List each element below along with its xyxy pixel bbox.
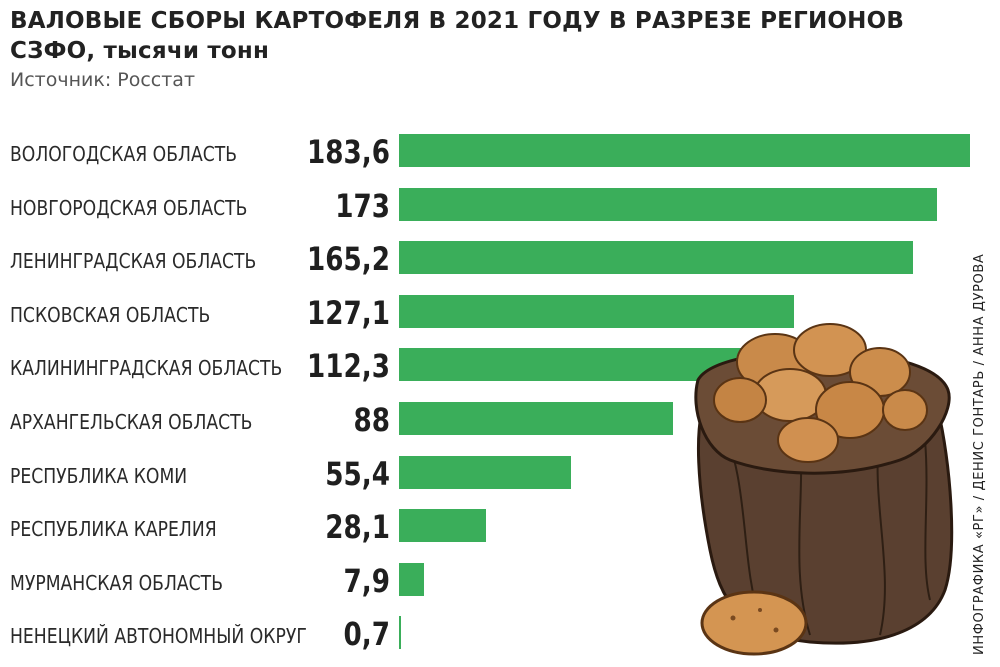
value-label: 28,1 xyxy=(325,508,390,547)
category-label: МУРМАНСКАЯ ОБЛАСТЬ xyxy=(10,570,223,595)
category-label: НЕНЕЦКИЙ АВТОНОМНЫЙ ОКРУГ xyxy=(10,624,307,649)
bar xyxy=(399,241,913,275)
chart-title-line-1: ВАЛОВЫЕ СБОРЫ КАРТОФЕЛЯ В 2021 ГОДУ В РА… xyxy=(10,8,905,34)
category-label: ВОЛОГОДСКАЯ ОБЛАСТЬ xyxy=(10,142,238,166)
category-label: АРХАНГЕЛЬСКАЯ ОБЛАСТЬ xyxy=(10,410,253,434)
bar-row: НЕНЕЦКИЙ АВТОНОМНЫЙ ОКРУГ 0,7 xyxy=(0,616,980,652)
chart-source: Источник: Росстат xyxy=(10,69,196,91)
bar-row: ЛЕНИНГРАДСКАЯ ОБЛАСТЬ 165,2 xyxy=(0,241,980,277)
bar xyxy=(399,134,970,167)
value-label: 183,6 xyxy=(307,133,390,171)
value-label: 165,2 xyxy=(307,240,390,279)
bar-row: НОВГОРОДСКАЯ ОБЛАСТЬ 173 xyxy=(0,186,980,225)
bar xyxy=(399,455,572,489)
bar-row: КАЛИНИНГРАДСКАЯ ОБЛАСТЬ 112,3 xyxy=(0,348,980,384)
bar-row: РЕСПУБЛИКА КАРЕЛИЯ 28,1 xyxy=(0,509,980,545)
value-label: 0,7 xyxy=(343,615,390,654)
credit-text: ИНФОГРАФИКА «РГ» / ДЕНИС ГОНТАРЬ / АННА … xyxy=(972,253,987,655)
category-label: РЕСПУБЛИКА КАРЕЛИЯ xyxy=(10,517,217,542)
bar-row: АРХАНГЕЛЬСКАЯ ОБЛАСТЬ 88 xyxy=(0,402,980,438)
value-label: 112,3 xyxy=(307,347,390,386)
value-label: 127,1 xyxy=(307,293,390,332)
chart-title-line-2: СЗФО, тысячи тонн xyxy=(10,38,270,64)
category-label: КАЛИНИНГРАДСКАЯ ОБЛАСТЬ xyxy=(10,356,283,381)
bar xyxy=(399,348,749,382)
bar xyxy=(399,562,424,596)
bar xyxy=(399,187,938,221)
bar-row: ПСКОВСКАЯ ОБЛАСТЬ 127,1 xyxy=(0,293,980,332)
value-label: 88 xyxy=(353,401,390,439)
potato-sack-icon xyxy=(694,323,954,645)
bar xyxy=(399,509,487,543)
category-label: РЕСПУБЛИКА КОМИ xyxy=(10,463,188,488)
bar xyxy=(399,616,402,650)
bar xyxy=(399,402,673,435)
bar-row: ВОЛОГОДСКАЯ ОБЛАСТЬ 183,6 xyxy=(0,134,980,170)
chart-title: ВАЛОВЫЕ СБОРЫ КАРТОФЕЛЯ В 2021 ГОДУ В РА… xyxy=(10,6,950,66)
value-label: 173 xyxy=(335,186,390,225)
bar-row: МУРМАНСКАЯ ОБЛАСТЬ 7,9 xyxy=(0,561,980,600)
bar xyxy=(399,294,795,328)
category-label: НОВГОРОДСКАЯ ОБЛАСТЬ xyxy=(10,195,248,220)
category-label: ПСКОВСКАЯ ОБЛАСТЬ xyxy=(10,302,211,327)
category-label: ЛЕНИНГРАДСКАЯ ОБЛАСТЬ xyxy=(10,249,257,274)
value-label: 55,4 xyxy=(325,454,390,493)
bar-row: РЕСПУБЛИКА КОМИ 55,4 xyxy=(0,454,980,493)
potato-icon xyxy=(700,590,808,656)
value-label: 7,9 xyxy=(343,561,390,600)
